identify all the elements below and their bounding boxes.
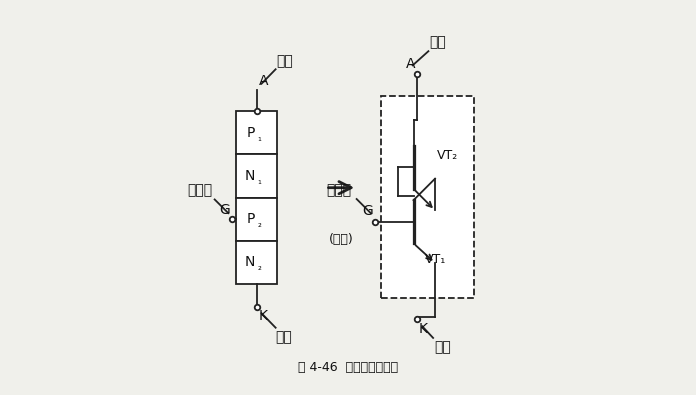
Text: ₂: ₂ bbox=[258, 219, 261, 229]
Text: 阳极: 阳极 bbox=[276, 54, 293, 68]
Text: VT₂: VT₂ bbox=[437, 149, 458, 162]
Text: (等效): (等效) bbox=[329, 233, 354, 246]
Bar bbox=[381, 96, 473, 297]
Bar bbox=[236, 111, 278, 154]
Text: 控制极: 控制极 bbox=[187, 184, 212, 198]
Text: 阴极: 阴极 bbox=[276, 330, 292, 344]
Text: VT₁: VT₁ bbox=[425, 252, 447, 265]
Text: G: G bbox=[363, 204, 374, 218]
Text: 阳极: 阳极 bbox=[429, 36, 446, 50]
Text: ₁: ₁ bbox=[258, 176, 261, 186]
Text: 图 4-46  单向晶闸管原理: 图 4-46 单向晶闸管原理 bbox=[298, 361, 398, 374]
Text: 阴极: 阴极 bbox=[434, 340, 450, 354]
Text: P: P bbox=[247, 212, 255, 226]
Text: G: G bbox=[219, 203, 230, 217]
Text: K: K bbox=[259, 309, 268, 323]
Text: A: A bbox=[259, 74, 268, 88]
Text: N: N bbox=[245, 255, 255, 269]
Text: K: K bbox=[419, 322, 428, 336]
Text: 控制极: 控制极 bbox=[326, 183, 351, 198]
Text: P: P bbox=[247, 126, 255, 140]
Text: N: N bbox=[245, 169, 255, 183]
Text: ₁: ₁ bbox=[258, 133, 261, 143]
Text: A: A bbox=[406, 57, 416, 71]
Bar bbox=[236, 154, 278, 198]
Text: ₂: ₂ bbox=[258, 262, 261, 272]
Bar bbox=[236, 198, 278, 241]
Bar bbox=[236, 241, 278, 284]
